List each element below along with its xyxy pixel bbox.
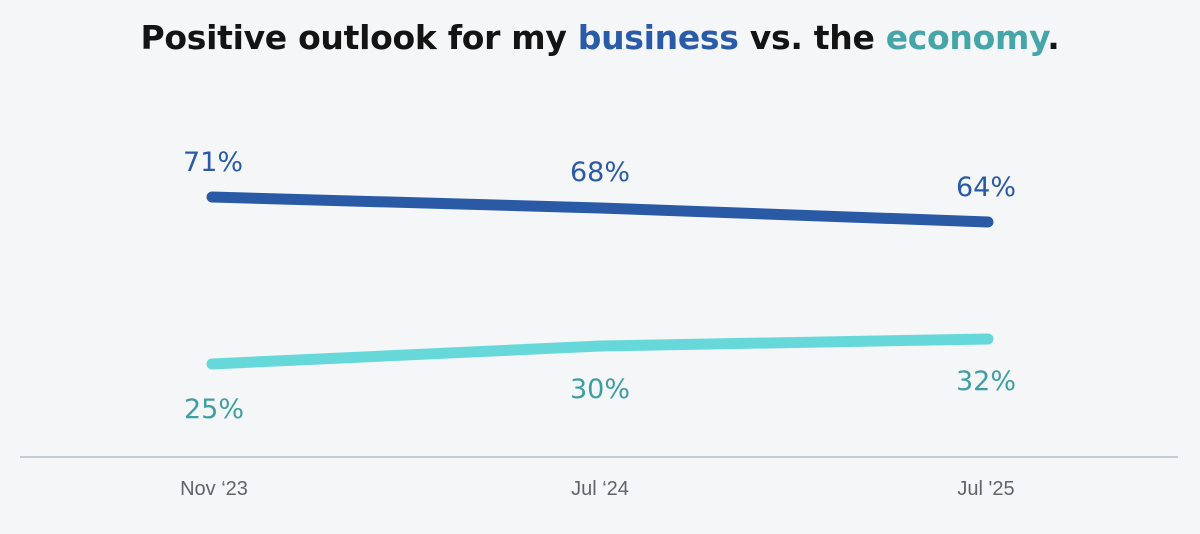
title-part-2: vs. the [738, 18, 886, 57]
title-part-3: . [1047, 18, 1060, 57]
x-tick-jul25: Jul '25 [957, 478, 1015, 500]
business-label-jul25: 64% [955, 172, 1017, 203]
x-axis-line [20, 456, 1178, 458]
economy-label-jul25: 32% [955, 366, 1017, 397]
economy-label-jul24: 30% [569, 374, 631, 405]
economy-line [206, 333, 994, 370]
business-label-nov23: 71% [182, 147, 244, 178]
economy-label-nov23: 25% [183, 394, 245, 425]
chart-title: Positive outlook for my business vs. the… [0, 18, 1200, 57]
title-part-1: Positive outlook for my [140, 18, 578, 57]
business-line [206, 191, 994, 228]
x-tick-jul24: Jul ‘24 [571, 478, 629, 500]
business-label-jul24: 68% [569, 157, 631, 188]
x-tick-nov23: Nov ‘23 [180, 478, 248, 500]
title-business-legend: business [577, 18, 739, 57]
title-economy-legend: economy [885, 18, 1048, 57]
